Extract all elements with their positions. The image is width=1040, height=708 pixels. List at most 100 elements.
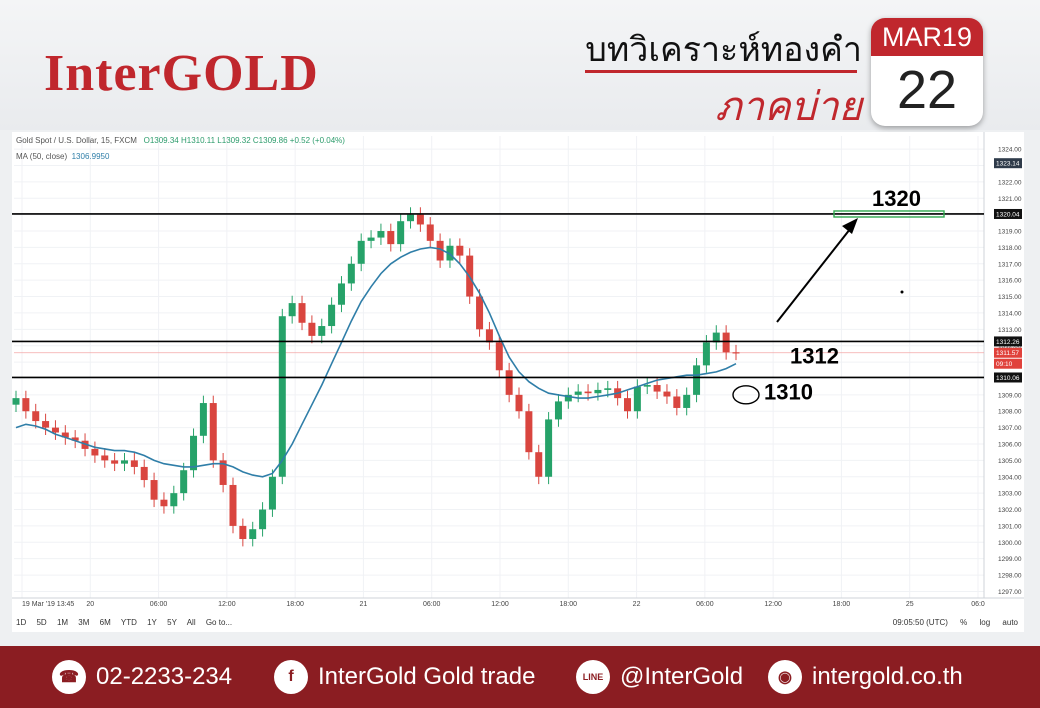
y-tick-label: 1298.00 [998, 573, 1022, 580]
x-tick-label: 18:00 [560, 601, 578, 608]
candle-body [51, 427, 59, 433]
chart-dot [900, 290, 904, 294]
chart-svg[interactable]: 19 Mar '19 13:45 20 06:00 12:00 18:00 21 06:00… [12, 132, 1024, 632]
candle-body [564, 394, 572, 402]
y-tick-label: 1304.00 [998, 474, 1022, 481]
x-tick-label: 18:00 [286, 601, 304, 608]
session-subtitle: ภาคบ่าย [715, 84, 862, 130]
y-tick-label: 1322.00 [998, 179, 1022, 186]
price-badge-label: 1320.04 [996, 211, 1020, 218]
tf-5d[interactable]: 5D [36, 618, 47, 627]
candle-body [337, 283, 345, 305]
y-tick-label: 1312.00 [998, 343, 1022, 350]
target-box [833, 210, 945, 218]
price-badge-label: 09:10 [996, 361, 1013, 368]
line-icon: LINE [576, 660, 610, 694]
candle-body [653, 385, 661, 392]
x-tick-label: 18:00 [833, 601, 851, 608]
candle-body [535, 452, 543, 477]
candle-body [150, 480, 158, 500]
x-tick-label: 25 [906, 601, 914, 608]
y-tick-label: 1308.00 [998, 409, 1022, 416]
ma-legend: MA (50, close) 1306.9950 [16, 152, 109, 161]
y-tick-label: 1314.00 [998, 310, 1022, 317]
tf-1d[interactable]: 1D [16, 618, 27, 627]
candle-body [22, 398, 30, 412]
tf-1m[interactable]: 1M [56, 618, 69, 627]
candle-body [209, 403, 217, 461]
price-badge-label: 1310.06 [996, 375, 1020, 382]
tf-3m[interactable]: 3M [78, 618, 90, 627]
candle-body [170, 493, 178, 507]
phone-icon: ☎ [52, 660, 86, 694]
candle-body [416, 214, 424, 225]
percent-toggle[interactable]: % [960, 618, 968, 627]
x-tick-label: 19 Mar '19 13:45 [22, 601, 74, 608]
website-url: intergold.co.th [812, 663, 963, 690]
y-tick-label: 1321.00 [998, 196, 1022, 203]
tf-1y[interactable]: 1Y [147, 618, 157, 627]
candle-body [683, 394, 691, 408]
candle-body [318, 326, 326, 336]
price-badge [994, 158, 1022, 169]
candle-body [545, 419, 553, 477]
candle-body [693, 365, 701, 395]
candle-body [268, 476, 276, 510]
price-chart[interactable]: 19 Mar '19 13:45 20 06:00 12:00 18:00 21 06:00… [12, 132, 1024, 632]
y-tick-label: 1299.00 [998, 556, 1022, 563]
candle-body [594, 389, 602, 394]
candle-body [673, 396, 681, 408]
price-badge-label: 1312.26 [996, 339, 1020, 346]
trend-arrow [776, 223, 855, 323]
log-toggle[interactable]: log [979, 618, 991, 627]
candle-body [42, 421, 50, 428]
y-tick-label: 1316.00 [998, 278, 1022, 285]
ma-line [15, 246, 737, 478]
goto-button[interactable]: Go to... [205, 618, 233, 627]
ma-value: 1306.9950 [71, 152, 110, 161]
candle-body [525, 411, 533, 453]
candle-body [229, 484, 237, 526]
x-tick-label: 12:00 [218, 601, 236, 608]
y-tick-label: 1305.00 [998, 458, 1022, 465]
y-tick-label: 1302.00 [998, 507, 1022, 514]
candle-body [61, 432, 69, 438]
candle-body [485, 329, 493, 343]
candle-body [239, 525, 247, 540]
tf-6m[interactable]: 6M [99, 618, 111, 627]
y-tick-label: 1300.00 [998, 540, 1022, 547]
chart-legend: Gold Spot / U.S. Dollar, 15, FXCM O1309.… [16, 136, 345, 145]
candle-body [515, 394, 523, 412]
y-tick-label: 1309.00 [998, 392, 1022, 399]
y-tick-label: 1297.00 [998, 589, 1022, 596]
tf-all[interactable]: All [186, 618, 196, 627]
candle-body [436, 240, 444, 261]
globe-icon: ◉ [768, 660, 802, 694]
level-label-1312: 1312 [790, 343, 839, 368]
phone-contact: ☎ 02-2233-234 [52, 660, 232, 694]
y-tick-label: 1303.00 [998, 491, 1022, 498]
candle-body [140, 466, 148, 481]
candle-body [397, 221, 405, 245]
candle-body [180, 470, 188, 494]
auto-toggle[interactable]: auto [1002, 618, 1018, 627]
candle-body [377, 231, 385, 238]
candle-body [495, 342, 503, 371]
tf-5y[interactable]: 5Y [167, 618, 177, 627]
header-banner: InterGOLD บทวิเคราะห์ทองคำ ภาคบ่าย MAR19… [0, 0, 1040, 130]
candle-body [643, 385, 651, 387]
x-tick-label: 12:00 [491, 601, 509, 608]
facebook-name: InterGold Gold trade [318, 663, 536, 690]
website-contact: ◉ intergold.co.th [768, 660, 963, 694]
candle-body [32, 411, 40, 422]
arrow-head [842, 218, 858, 234]
y-tick-label: 1318.00 [998, 245, 1022, 252]
candle-body [732, 352, 740, 354]
candle-body [308, 322, 316, 336]
y-tick-label: 1315.00 [998, 294, 1022, 301]
x-tick-label: 12:00 [764, 601, 782, 608]
y-tick-label: 1301.00 [998, 523, 1022, 530]
tf-ytd[interactable]: YTD [120, 618, 137, 627]
candle-body [160, 499, 168, 507]
support-circle [732, 385, 760, 405]
